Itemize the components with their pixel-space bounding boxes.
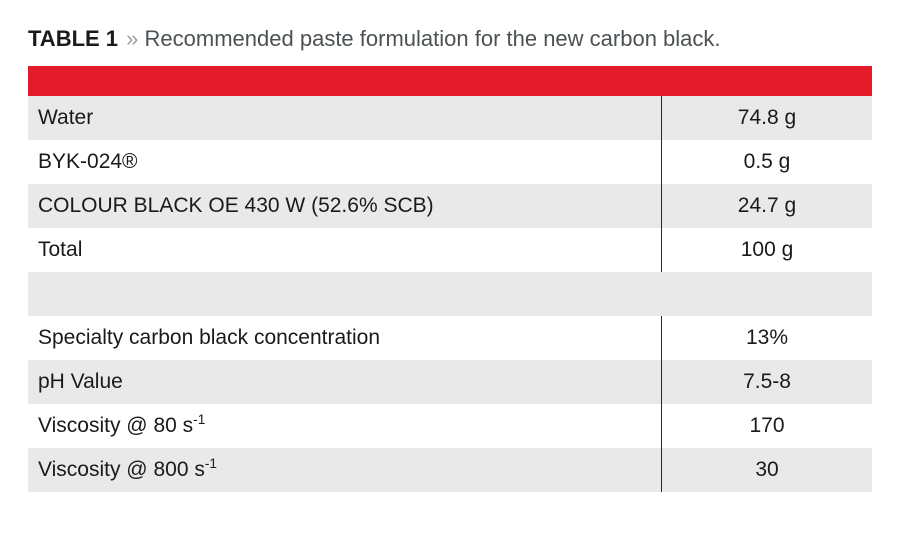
row-label: Viscosity @ 800 s-1 — [28, 458, 661, 482]
table-row: BYK-024®0.5 g — [28, 140, 872, 184]
row-value: 100 g — [661, 228, 872, 272]
row-label: Viscosity @ 80 s-1 — [28, 414, 661, 438]
row-label: Specialty carbon black concentration — [28, 326, 661, 350]
row-value: 30 — [661, 448, 872, 492]
row-label: COLOUR BLACK OE 430 W (52.6% SCB) — [28, 194, 661, 218]
row-value — [661, 272, 872, 316]
chevron-icon: » — [124, 26, 138, 51]
table-header-bar — [28, 66, 872, 96]
row-label: pH Value — [28, 370, 661, 394]
row-label: Total — [28, 238, 661, 262]
row-value: 0.5 g — [661, 140, 872, 184]
row-label: BYK-024® — [28, 150, 661, 174]
table-spacer-row — [28, 272, 872, 316]
table-row: COLOUR BLACK OE 430 W (52.6% SCB)24.7 g — [28, 184, 872, 228]
table-row: Specialty carbon black concentration13% — [28, 316, 872, 360]
row-value: 170 — [661, 404, 872, 448]
row-value: 24.7 g — [661, 184, 872, 228]
row-value: 7.5-8 — [661, 360, 872, 404]
table-row: Viscosity @ 800 s-130 — [28, 448, 872, 492]
row-value: 13% — [661, 316, 872, 360]
table-row: Water74.8 g — [28, 96, 872, 140]
row-value: 74.8 g — [661, 96, 872, 140]
table-row: Total100 g — [28, 228, 872, 272]
table-caption: TABLE 1 » Recommended paste formulation … — [28, 26, 872, 52]
table-row: Viscosity @ 80 s-1170 — [28, 404, 872, 448]
table-row: pH Value7.5-8 — [28, 360, 872, 404]
table-label: TABLE 1 — [28, 26, 118, 51]
row-label: Water — [28, 106, 661, 130]
formulation-table: Water74.8 gBYK-024®0.5 gCOLOUR BLACK OE … — [28, 66, 872, 492]
table-caption-text: Recommended paste formulation for the ne… — [145, 26, 721, 51]
